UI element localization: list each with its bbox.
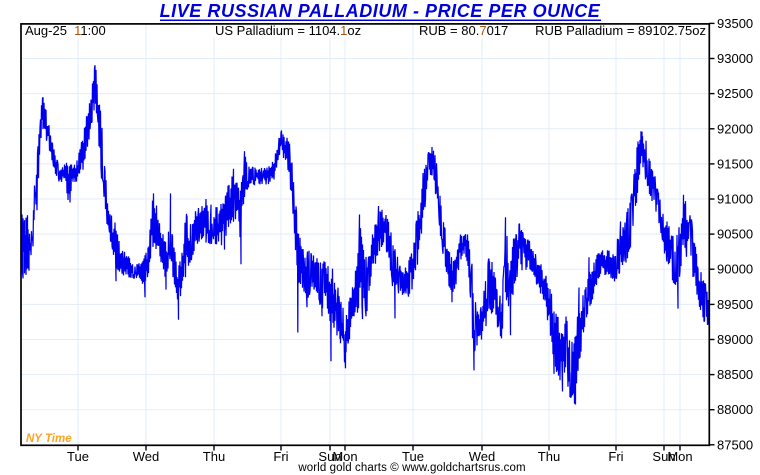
svg-text:Wed: Wed (133, 449, 160, 464)
svg-text:91500: 91500 (717, 156, 753, 171)
svg-text:Aug-25 11:00: Aug-25 11:00 (25, 23, 106, 38)
svg-text:91000: 91000 (717, 192, 753, 207)
svg-text:NY Time: NY Time (26, 433, 72, 445)
svg-text:world gold charts © www.goldch: world gold charts © www.goldchartsrus.co… (297, 462, 525, 474)
svg-text:LIVE RUSSIAN PALLADIUM - PRICE: LIVE RUSSIAN PALLADIUM - PRICE PER OUNCE (160, 1, 601, 21)
svg-text:RUB = 80.7017: RUB = 80.7017 (419, 23, 508, 38)
svg-text:Fri: Fri (273, 449, 288, 464)
svg-text:Thu: Thu (538, 449, 560, 464)
svg-text:93500: 93500 (717, 16, 753, 31)
svg-text:88000: 88000 (717, 402, 753, 417)
svg-text:US Palladium = 1104.1oz: US Palladium = 1104.1oz (215, 23, 361, 38)
svg-text:Mon: Mon (332, 449, 357, 464)
svg-text:89500: 89500 (717, 297, 753, 312)
svg-text:Tue: Tue (402, 449, 424, 464)
svg-text:90500: 90500 (717, 227, 753, 242)
svg-text:Sun: Sun (652, 449, 675, 464)
svg-text:88500: 88500 (717, 367, 753, 382)
svg-text:RUB Palladium = 89102.75oz: RUB Palladium = 89102.75oz (535, 23, 706, 38)
svg-text:Fri: Fri (608, 449, 623, 464)
svg-text:Mon: Mon (667, 449, 692, 464)
svg-text:89000: 89000 (717, 332, 753, 347)
svg-text:Sun: Sun (318, 449, 341, 464)
svg-text:93000: 93000 (717, 51, 753, 66)
svg-text:92500: 92500 (717, 86, 753, 101)
svg-text:Wed: Wed (469, 449, 496, 464)
svg-text:Thu: Thu (203, 449, 225, 464)
svg-text:90000: 90000 (717, 262, 753, 277)
svg-text:87500: 87500 (717, 437, 753, 452)
svg-text:92000: 92000 (717, 121, 753, 136)
svg-text:Tue: Tue (67, 449, 89, 464)
